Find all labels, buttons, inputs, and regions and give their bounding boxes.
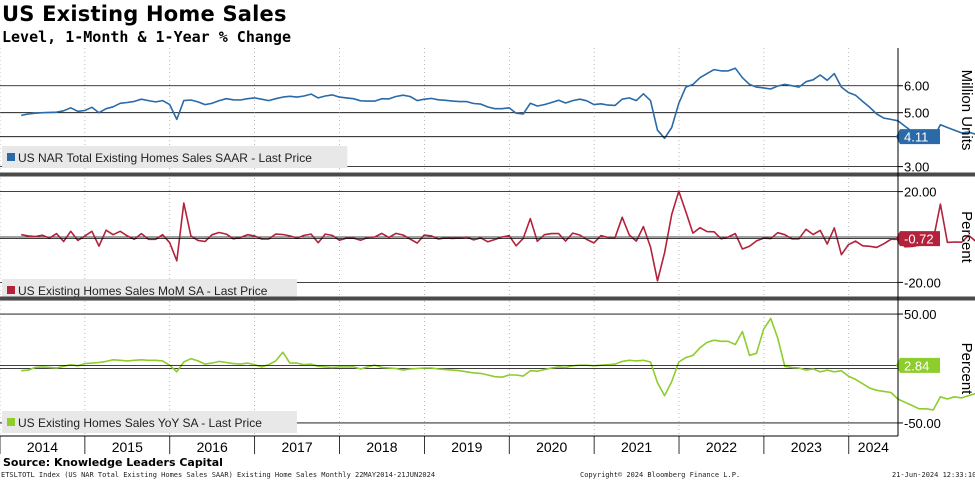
y-tick-label: 50.00 (904, 307, 937, 322)
last-value-label: 4.11 (904, 130, 928, 145)
legend-label: US Existing Homes Sales YoY SA - Last Pr… (18, 416, 262, 430)
footer-index-info: ETSLTOTL Index (US NAR Total Existing Ho… (1, 471, 436, 479)
x-tick-label: 2024 (858, 439, 889, 455)
legend-background (2, 411, 297, 433)
x-tick-label: 2018 (366, 439, 397, 455)
x-tick-label: 2019 (451, 439, 482, 455)
y-tick-label: -50.00 (904, 416, 941, 431)
footer-copyright: Copyright© 2024 Bloomberg Finance L.P. (580, 471, 741, 479)
y-tick-label: 5.00 (904, 106, 929, 121)
y-tick-label: 3.00 (904, 160, 929, 175)
yoy-panel-series-line (21, 317, 975, 411)
y-tick-label: 6.00 (904, 79, 929, 94)
chart-subtitle: Level, 1-Month & 1-Year % Change (2, 28, 291, 46)
mom-panel-series-line (21, 190, 975, 282)
last-value-badge (896, 231, 940, 247)
source-label: Source: Knowledge Leaders Capital (3, 456, 223, 469)
x-tick-label: 2022 (706, 439, 737, 455)
x-tick-label: 2015 (112, 439, 143, 455)
y-axis-label: Percent (958, 211, 975, 264)
panel-divider (0, 296, 975, 301)
legend: US Existing Homes Sales YoY SA - Last Pr… (2, 411, 297, 433)
x-tick-label: 2014 (27, 439, 58, 455)
y-tick-label: -20.00 (904, 275, 941, 290)
legend-label: US Existing Homes Sales MoM SA - Last Pr… (18, 284, 268, 298)
x-tick-label: 2017 (281, 439, 312, 455)
last-value-badge (896, 357, 940, 373)
level-panel-points (21, 68, 969, 139)
y-tick-label: 20.00 (904, 185, 937, 200)
last-value-badge (896, 129, 940, 145)
x-tick-label: 2023 (791, 439, 822, 455)
footer-timestamp: 21-Jun-2024 12:33:10 (892, 471, 975, 479)
last-value-label: 2.84 (904, 358, 929, 373)
chart-title: US Existing Home Sales (2, 2, 287, 26)
y-axis-label: Percent (958, 343, 975, 396)
y-axis-label: Million Units (958, 70, 975, 151)
legend: US NAR Total Existing Homes Sales SAAR -… (2, 146, 348, 168)
legend-background (2, 146, 348, 168)
level-panel-series-line (21, 67, 975, 140)
x-tick-label: 2020 (536, 439, 567, 455)
legend: US Existing Homes Sales MoM SA - Last Pr… (2, 279, 297, 301)
legend-background (2, 279, 297, 301)
x-tick-label: 2016 (197, 439, 228, 455)
last-value-label: -0.72 (904, 232, 934, 247)
panel-divider (0, 172, 975, 177)
legend-swatch (7, 286, 15, 294)
yoy-panel-points (21, 318, 969, 410)
x-tick-label: 2021 (621, 439, 652, 455)
legend-swatch (7, 418, 15, 426)
legend-swatch (7, 153, 15, 161)
legend-label: US NAR Total Existing Homes Sales SAAR -… (18, 151, 312, 165)
